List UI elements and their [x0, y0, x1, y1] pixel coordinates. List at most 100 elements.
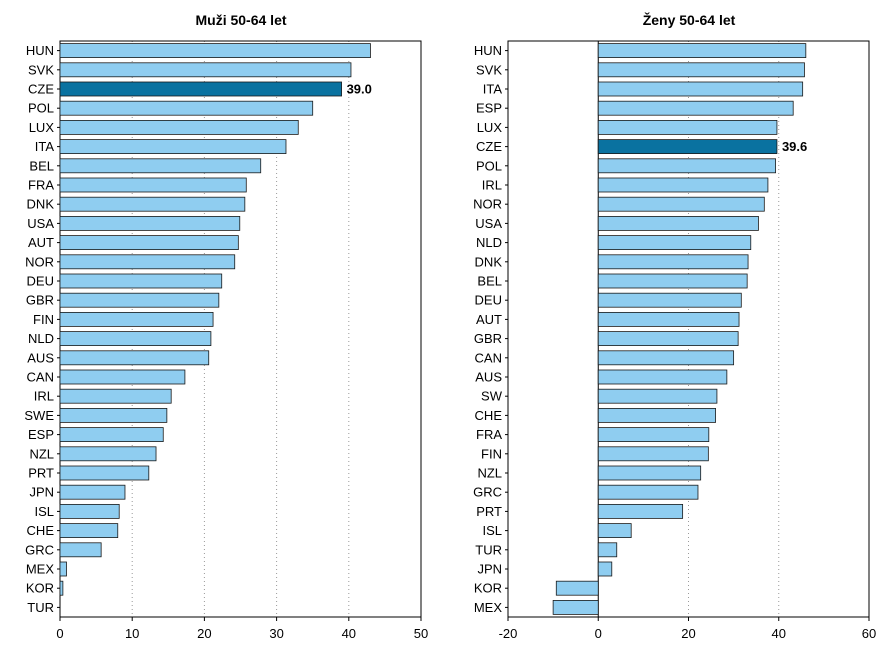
category-label-lux: LUX	[29, 120, 55, 135]
bar-nld	[59, 331, 212, 347]
bar-svk	[59, 62, 352, 78]
category-label-nld: NLD	[476, 235, 502, 250]
bar-usa	[597, 215, 759, 231]
x-tick-label: 10	[125, 626, 139, 641]
category-label-nzl: NZL	[29, 446, 54, 461]
bar-irl	[59, 388, 172, 404]
bar-aut	[597, 311, 740, 327]
bar-esp	[59, 427, 164, 443]
category-label-irl: IRL	[34, 389, 54, 404]
category-label-jpn: JPN	[477, 562, 502, 577]
category-label-deu: DEU	[27, 274, 54, 289]
category-label-ita: ITA	[483, 82, 503, 97]
bar-fra	[59, 177, 247, 193]
bar-isl	[59, 503, 120, 519]
x-tick-label: 50	[414, 626, 428, 641]
category-label-che: CHE	[475, 408, 503, 423]
category-label-esp: ESP	[476, 101, 502, 116]
bar-aus	[597, 369, 728, 385]
right-panel-title: Ženy 50-64 let	[643, 11, 736, 28]
bar-lux	[597, 120, 778, 135]
category-label-che: CHE	[27, 523, 55, 538]
category-label-tur: TUR	[27, 600, 54, 615]
bar-kor	[555, 580, 599, 596]
category-label-aut: AUT	[28, 235, 54, 250]
category-label-aus: AUS	[475, 370, 502, 385]
bar-pol	[59, 100, 314, 116]
category-label-swe: SWE	[24, 408, 54, 423]
x-tick-label: 60	[862, 626, 876, 641]
category-label-kor: KOR	[26, 581, 54, 596]
bar-fin	[597, 446, 709, 462]
data-label-cze: 39.0	[347, 82, 372, 97]
bar-nor	[59, 254, 236, 270]
category-label-bel: BEL	[29, 158, 54, 173]
bar-ita	[597, 81, 804, 97]
category-label-sw: SW	[481, 389, 503, 404]
category-label-usa: USA	[27, 216, 54, 231]
x-tick-label: -20	[499, 626, 518, 641]
bar-prt	[59, 465, 150, 481]
bar-grc	[59, 542, 102, 558]
category-label-prt: PRT	[476, 504, 502, 519]
category-label-nor: NOR	[473, 197, 502, 212]
bar-ita	[59, 139, 287, 155]
category-label-grc: GRC	[25, 542, 54, 557]
bar-hun	[59, 43, 371, 58]
category-label-nor: NOR	[25, 254, 54, 269]
bar-kor	[59, 580, 64, 596]
bar-jpn	[597, 561, 613, 577]
category-label-svk: SVK	[28, 62, 54, 77]
left-panel-title: Muži 50-64 let	[195, 12, 286, 28]
bar-swe	[59, 407, 168, 423]
category-label-isl: ISL	[482, 523, 502, 538]
x-tick-label: 0	[56, 626, 63, 641]
bar-irl	[597, 177, 769, 193]
category-label-tur: TUR	[475, 542, 502, 557]
category-label-can: CAN	[27, 370, 54, 385]
bar-svk	[597, 62, 805, 78]
category-label-irl: IRL	[482, 178, 502, 193]
category-label-cze: CZE	[28, 82, 54, 97]
category-label-prt: PRT	[28, 466, 54, 481]
category-label-nzl: NZL	[477, 466, 502, 481]
x-tick-label: 20	[681, 626, 695, 641]
bar-gbr	[597, 331, 739, 347]
category-label-fin: FIN	[33, 312, 54, 327]
category-label-esp: ESP	[28, 427, 54, 442]
bar-che	[59, 523, 119, 538]
category-label-grc: GRC	[473, 485, 502, 500]
bar-nor	[597, 196, 765, 212]
category-label-can: CAN	[475, 350, 502, 365]
bar-nld	[597, 235, 752, 251]
category-label-nld: NLD	[28, 331, 54, 346]
bar-mex	[59, 561, 67, 577]
bar-aus	[59, 350, 210, 366]
bar-bel	[597, 273, 748, 289]
x-tick-label: 40	[772, 626, 786, 641]
category-label-lux: LUX	[477, 120, 503, 135]
category-label-fra: FRA	[476, 427, 502, 442]
category-label-isl: ISL	[34, 504, 54, 519]
category-label-dnk: DNK	[27, 197, 55, 212]
bar-cze	[597, 139, 778, 155]
bar-dnk	[597, 254, 749, 270]
bar-fra	[597, 427, 710, 443]
category-label-aus: AUS	[27, 350, 54, 365]
bar-lux	[59, 120, 299, 135]
bar-usa	[59, 215, 241, 231]
category-label-fra: FRA	[28, 178, 54, 193]
bar-isl	[597, 523, 632, 538]
category-label-mex: MEX	[26, 562, 55, 577]
bar-mex	[552, 600, 599, 615]
x-tick-label: 30	[269, 626, 283, 641]
category-label-dnk: DNK	[475, 254, 503, 269]
category-label-jpn: JPN	[29, 485, 54, 500]
bar-hun	[597, 43, 807, 58]
x-tick-label: 0	[595, 626, 602, 641]
category-label-pol: POL	[28, 101, 54, 116]
bar-pol	[597, 158, 776, 174]
category-label-hun: HUN	[474, 43, 502, 58]
bar-nzl	[597, 465, 702, 481]
